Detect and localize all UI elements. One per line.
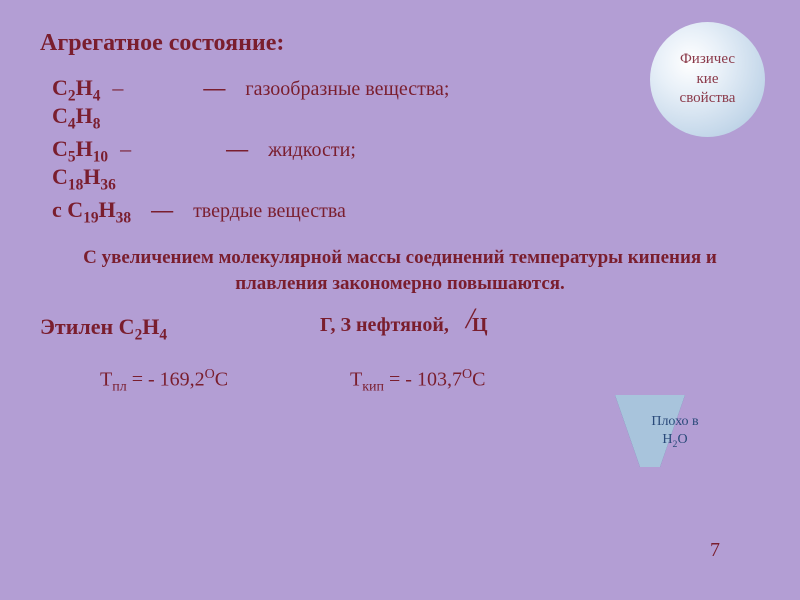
properties-badge: Физичес кие свойства — [650, 22, 765, 137]
solubility-shape: Плохо в H2O — [615, 395, 735, 467]
formula-row-5: с C19H38 — твердые вещества — [52, 197, 760, 227]
badge-line1: Физичес — [680, 51, 735, 67]
desc-solid: твердые вещества — [193, 200, 346, 223]
formula-row-3: C5H10 – — жидкости; — [52, 136, 760, 166]
sep-1: — — [203, 75, 225, 101]
desc-liquid: жидкости; — [268, 139, 356, 162]
temp-melting: Тпл = - 169,2ОС — [100, 367, 228, 396]
strike-icon: / — [466, 302, 474, 336]
desc-gas: газообразные вещества; — [245, 78, 449, 101]
formula-c2h4: C2H4 — [52, 75, 100, 105]
formula-row-2: C4H8 — [52, 103, 760, 133]
temp-boiling: Ткип = - 103,7ОС — [350, 367, 485, 396]
dash-2: – — [120, 136, 131, 162]
slide-title: Агрегатное состояние: — [40, 30, 760, 57]
slide-container: Физичес кие свойства Агрегатное состояни… — [0, 0, 800, 600]
formula-row-4: C18H36 — [52, 164, 760, 194]
formula-c19h38: с C19H38 — [52, 197, 131, 227]
page-number: 7 — [710, 539, 720, 562]
formula-c18h36: C18H36 — [52, 164, 116, 194]
bottom-section: Этилен C2H4 Г, З нефтяной, Ц / Тпл = - 1… — [40, 314, 760, 344]
badge-line3: свойства — [680, 90, 736, 106]
formula-c5h10: C5H10 — [52, 136, 108, 166]
badge-line2: кие — [697, 71, 719, 87]
ethylene-label: Этилен C2H4 — [40, 314, 167, 344]
sep-2: — — [226, 136, 248, 162]
badge-text: Физичес кие свойства — [680, 50, 736, 109]
formula-c4h8: C4H8 — [52, 103, 100, 133]
dash-1: – — [112, 75, 123, 101]
sep-3: — — [151, 197, 173, 223]
statement-text: С увеличением молекулярной массы соедине… — [40, 245, 760, 296]
trapezoid-text: Плохо в H2O — [615, 413, 735, 451]
gas-description: Г, З нефтяной, Ц / — [320, 314, 488, 337]
